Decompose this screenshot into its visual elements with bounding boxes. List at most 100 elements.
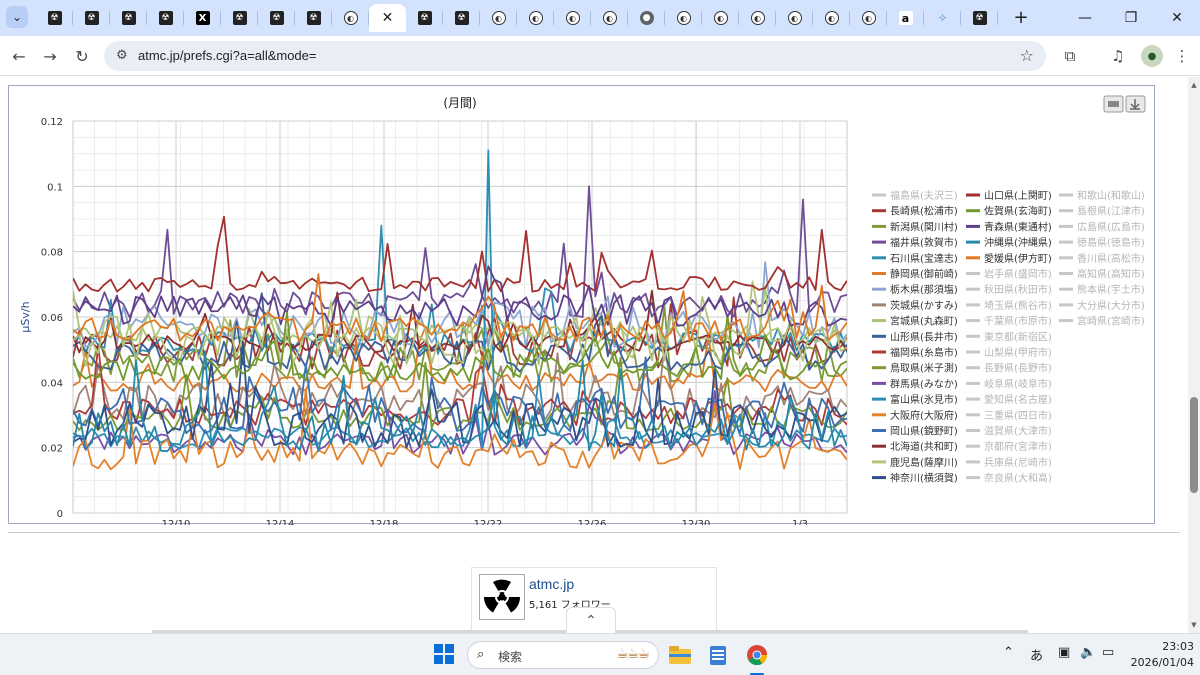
reload-icon[interactable]: ↻ [75, 46, 89, 66]
browser-tab[interactable]: ✕ [369, 4, 406, 32]
new-tab-button[interactable]: + [1013, 6, 1029, 28]
chrome-icon[interactable] [744, 642, 770, 668]
legend-item[interactable]: 愛媛県(伊方町) [966, 252, 1052, 265]
forward-arrow-icon[interactable]: → [43, 46, 57, 66]
tray-chevron-icon[interactable]: ⌃ [1003, 645, 1014, 660]
volume-icon[interactable]: 🔈 [1080, 645, 1097, 660]
scroll-down-arrow-icon[interactable]: ▼ [1191, 621, 1197, 629]
legend-item[interactable]: 千葉県(市原市) [966, 315, 1052, 328]
legend-item[interactable]: 鳥取県(米子測) [872, 362, 958, 375]
legend-item[interactable]: 北海道(共和町) [872, 440, 958, 453]
browser-tab[interactable]: ◐ [480, 4, 517, 32]
menu-kebab-icon[interactable]: ⋮ [1174, 47, 1190, 65]
legend-item[interactable]: 神奈川(横須賀) [872, 472, 958, 485]
legend-item[interactable]: 福井県(敦賀市) [872, 236, 958, 249]
legend-item[interactable]: 滋賀県(大津市) [966, 425, 1052, 438]
browser-tab[interactable]: ◐ [776, 4, 813, 32]
windows-start-icon[interactable] [434, 644, 454, 664]
legend-item[interactable]: 東京都(新宿区) [966, 330, 1052, 343]
ime-indicator[interactable]: あ [1030, 649, 1044, 664]
legend-item[interactable]: 茨城県(かすみ) [872, 299, 958, 312]
browser-tab[interactable]: ☢ [73, 4, 110, 32]
browser-tab[interactable]: ◐ [517, 4, 554, 32]
vertical-scrollbar[interactable]: ▲ ▼ [1188, 77, 1200, 633]
scrollbar-thumb[interactable] [1190, 397, 1198, 493]
browser-tab[interactable]: ☢ [961, 4, 998, 32]
clock-date[interactable]: 2026/01/04 [1130, 656, 1194, 669]
browser-tab[interactable]: ◐ [591, 4, 628, 32]
bookmark-star-icon[interactable]: ☆ [1019, 46, 1034, 65]
profile-avatar[interactable]: ● [1141, 45, 1163, 67]
legend-item[interactable]: 奈良県(大和高) [966, 472, 1052, 485]
maximize-button[interactable]: ❐ [1124, 10, 1138, 26]
browser-tab[interactable]: ◐ [554, 4, 591, 32]
radiation-logo-icon[interactable] [479, 574, 525, 620]
close-tab-icon[interactable]: ✕ [381, 10, 394, 26]
scroll-up-arrow-icon[interactable]: ▲ [1191, 81, 1197, 89]
legend-item[interactable]: 沖縄県(沖縄県) [966, 236, 1052, 249]
legend-item[interactable]: 富山県(氷見市) [872, 393, 958, 406]
browser-tab[interactable]: ◐ [739, 4, 776, 32]
browser-tab[interactable]: ☢ [110, 4, 147, 32]
legend-item[interactable]: 福岡県(糸島市) [872, 346, 958, 359]
legend-item[interactable]: 静岡県(御前崎) [872, 268, 958, 281]
legend-item[interactable]: 長崎県(松浦市) [872, 205, 958, 218]
legend-item[interactable]: 福島県(夫沢三) [872, 189, 958, 202]
browser-tab[interactable]: ☢ [406, 4, 443, 32]
card-account-name[interactable]: atmc.jp [529, 576, 575, 592]
site-info-icon[interactable]: ⚙ [116, 48, 128, 63]
browser-tab[interactable]: ✧ [924, 4, 961, 32]
legend-item[interactable]: 群馬県(みなか) [872, 377, 958, 390]
battery-icon[interactable]: ▭ [1102, 645, 1115, 660]
legend-item[interactable]: 香川県(高松市) [1059, 252, 1145, 265]
legend-item[interactable]: 青森県(東通村) [966, 220, 1052, 233]
legend-item[interactable]: 宮崎県(宮崎市) [1059, 315, 1145, 328]
address-url[interactable]: atmc.jp/prefs.cgi?a=all&mode= [138, 48, 317, 63]
minimize-button[interactable]: — [1078, 10, 1092, 26]
address-bar[interactable]: ⚙ atmc.jp/prefs.cgi?a=all&mode= ☆ [104, 41, 1046, 71]
legend-item[interactable]: 栃木県(那須塩) [872, 283, 958, 296]
legend-item[interactable]: 京都府(宮津市) [966, 440, 1052, 453]
taskbar-search-box[interactable]: ⌕ 検索 ☕☕☕ [467, 641, 659, 669]
browser-tab[interactable]: ☢ [36, 4, 73, 32]
legend-item[interactable]: 熊本県(宇土市) [1059, 283, 1145, 296]
legend-item[interactable]: 三重県(四日市) [966, 409, 1052, 422]
legend-item[interactable]: 大阪府(大阪府) [872, 409, 958, 422]
close-window-button[interactable]: ✕ [1171, 10, 1183, 26]
browser-tab[interactable]: ● [628, 4, 665, 32]
browser-tab[interactable]: ◐ [813, 4, 850, 32]
legend-item[interactable]: 佐賀県(玄海町) [966, 205, 1052, 218]
legend-item[interactable]: 大分県(大分市) [1059, 299, 1145, 312]
browser-tab[interactable]: ◐ [665, 4, 702, 32]
legend-item[interactable]: 岡山県(鏡野町) [872, 425, 958, 438]
legend-item[interactable]: 高知県(高知市) [1059, 268, 1145, 281]
legend-item[interactable]: 山形県(長井市) [872, 330, 958, 343]
browser-tab[interactable]: ☢ [258, 4, 295, 32]
legend-item[interactable]: 和歌山(和歌山) [1059, 189, 1145, 202]
browser-tab[interactable]: ☢ [295, 4, 332, 32]
legend-item[interactable]: 秋田県(秋田市) [966, 283, 1052, 296]
network-icon[interactable]: ▣ [1058, 645, 1071, 660]
legend-item[interactable]: 山梨県(甲府市) [966, 346, 1052, 359]
legend-item[interactable]: 宮城県(丸森町) [872, 315, 958, 328]
tab-search-button[interactable]: ⌄ [6, 6, 28, 28]
browser-tab[interactable]: ◐ [702, 4, 739, 32]
browser-tab[interactable]: ◐ [850, 4, 887, 32]
legend-item[interactable]: 山口県(上関町) [966, 190, 1052, 202]
legend-item[interactable]: 新潟県(関川村) [872, 220, 958, 233]
legend-item[interactable]: 島根県(江津市) [1059, 205, 1145, 218]
browser-tab[interactable]: ☢ [443, 4, 480, 32]
legend-item[interactable]: 岐阜県(岐阜市) [966, 377, 1052, 390]
legend-item[interactable]: 広島県(広島市) [1059, 220, 1145, 233]
legend-item[interactable]: 岩手県(盛岡市) [966, 268, 1052, 281]
extensions-icon[interactable]: ⧉ [1064, 47, 1076, 65]
legend-item[interactable]: 徳島県(徳島市) [1059, 236, 1145, 249]
legend-item[interactable]: 兵庫県(尼崎市) [966, 456, 1052, 469]
legend-item[interactable]: 埼玉県(熊谷市) [966, 299, 1052, 312]
back-arrow-icon[interactable]: ← [12, 46, 26, 66]
print-icon[interactable] [1103, 95, 1124, 113]
download-icon[interactable] [1125, 95, 1146, 113]
clock-time[interactable]: 23:03 [1162, 640, 1194, 653]
legend-item[interactable]: 石川県(宝達志) [872, 252, 958, 265]
legend-item[interactable]: 愛知県(名古屋) [966, 393, 1052, 406]
